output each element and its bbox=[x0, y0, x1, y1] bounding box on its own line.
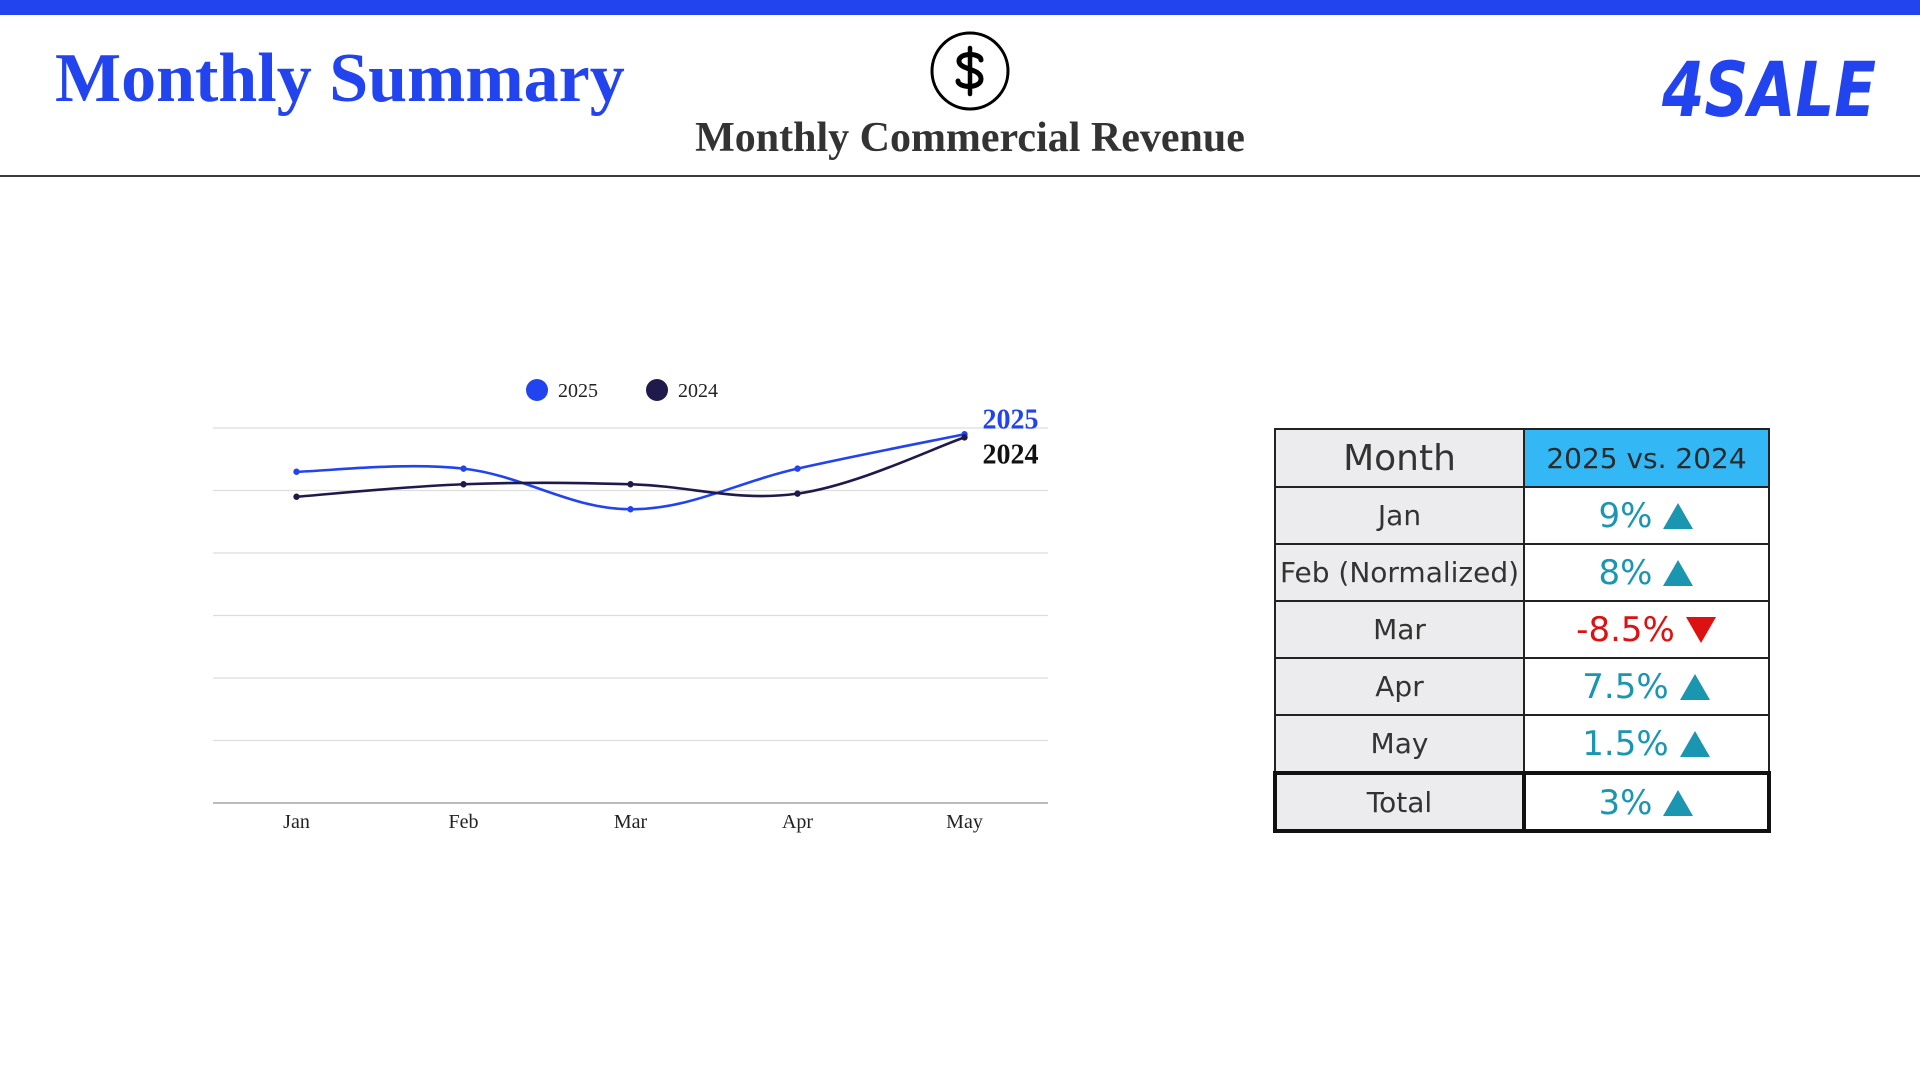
total-change-cell: 3% bbox=[1522, 771, 1771, 833]
trend-up-icon bbox=[1663, 789, 1694, 816]
x-tick-label: Apr bbox=[782, 811, 813, 833]
page-title: Monthly Summary bbox=[55, 40, 625, 117]
change-value: 3% bbox=[1598, 782, 1653, 823]
legend-marker bbox=[526, 379, 548, 401]
data-point-2025 bbox=[293, 468, 300, 475]
change-cell: 7.5% bbox=[1523, 657, 1770, 716]
table-header-month: Month bbox=[1274, 428, 1525, 488]
series-end-label: 2024 bbox=[983, 439, 1039, 470]
table-total-row: Total 3% bbox=[1273, 771, 1771, 833]
change-cell: 8% bbox=[1523, 543, 1770, 602]
yoy-comparison-table: Month 2025 vs. 2024 Jan 9% Feb (Normaliz… bbox=[1273, 428, 1771, 833]
brand-logo: 4SALE bbox=[1661, 45, 1876, 128]
trend-up-icon bbox=[1663, 503, 1694, 530]
change-value: 8% bbox=[1598, 553, 1653, 594]
month-cell: Feb (Normalized) bbox=[1274, 543, 1525, 602]
month-cell: Mar bbox=[1274, 600, 1525, 659]
brand-logo-text: 4SALE bbox=[1661, 45, 1876, 128]
change-cell: -8.5% bbox=[1523, 600, 1770, 659]
month-cell: May bbox=[1274, 714, 1525, 774]
table-row: Jan 9% bbox=[1274, 486, 1770, 545]
change-value: 9% bbox=[1598, 496, 1653, 537]
series-line-2025 bbox=[296, 432, 965, 511]
data-point-2024 bbox=[460, 481, 467, 488]
change-cell: 1.5% bbox=[1523, 714, 1770, 774]
trend-up-icon bbox=[1663, 560, 1694, 587]
section-title: Monthly Commercial Revenue bbox=[695, 115, 1245, 161]
change-cell: 9% bbox=[1523, 486, 1770, 545]
data-point-2024 bbox=[794, 490, 801, 497]
change-value: 7.5% bbox=[1582, 667, 1669, 708]
legend-marker bbox=[646, 379, 668, 401]
series-end-label: 2025 bbox=[983, 404, 1039, 435]
dollar-circle-icon bbox=[930, 31, 1010, 111]
x-tick-label: Feb bbox=[449, 811, 479, 833]
data-point-2025 bbox=[460, 465, 467, 472]
legend-label: 2024 bbox=[678, 380, 718, 402]
month-cell: Jan bbox=[1274, 486, 1525, 545]
data-point-2024 bbox=[627, 481, 634, 488]
data-point-2024 bbox=[293, 493, 300, 500]
top-accent-bar bbox=[0, 0, 1920, 15]
data-point-2024 bbox=[961, 434, 968, 441]
trend-up-icon bbox=[1679, 674, 1710, 701]
table-row: Feb (Normalized) 8% bbox=[1274, 543, 1770, 602]
change-value: 1.5% bbox=[1582, 724, 1669, 765]
header-divider bbox=[0, 175, 1920, 177]
trend-down-icon bbox=[1685, 617, 1716, 644]
month-cell: Apr bbox=[1274, 657, 1525, 716]
revenue-line-chart: Jan Feb Mar Apr May 2025 2024 2025 2024 bbox=[213, 379, 1048, 833]
trend-up-icon bbox=[1679, 731, 1710, 758]
x-tick-label: May bbox=[946, 811, 983, 833]
table-header-comparison: 2025 vs. 2024 bbox=[1523, 428, 1770, 488]
legend-label: 2025 bbox=[558, 380, 598, 402]
data-point-2025 bbox=[627, 506, 634, 513]
table-row: Mar -8.5% bbox=[1274, 600, 1770, 659]
data-point-2025 bbox=[794, 465, 801, 472]
table-row: Apr 7.5% bbox=[1274, 657, 1770, 716]
x-tick-label: Mar bbox=[614, 811, 648, 833]
table-row: May 1.5% bbox=[1274, 714, 1770, 774]
total-label-cell: Total bbox=[1273, 771, 1526, 833]
x-tick-label: Jan bbox=[283, 811, 310, 833]
change-value: -8.5% bbox=[1576, 610, 1675, 651]
